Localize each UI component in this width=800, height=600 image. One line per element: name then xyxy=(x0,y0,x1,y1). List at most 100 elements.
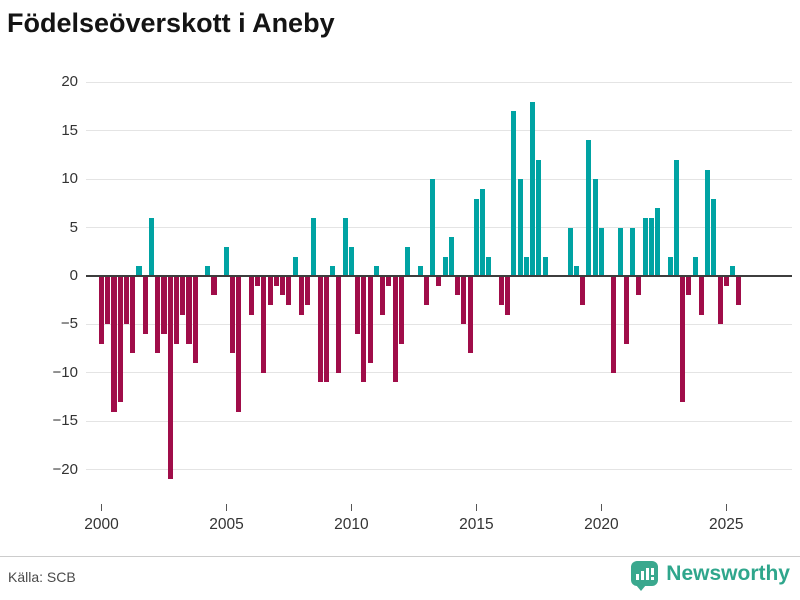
bar-2020Q1 xyxy=(598,227,604,275)
newsworthy-bar-chart-icon xyxy=(631,561,659,591)
bar-2016Q3 xyxy=(511,111,517,275)
bar-2023Q2 xyxy=(680,277,686,402)
zero-baseline xyxy=(86,274,792,278)
bar-2020Q3 xyxy=(611,277,617,373)
bar-2017Q4 xyxy=(542,256,548,275)
bar-2008Q2 xyxy=(305,277,311,306)
bar-2023Q1 xyxy=(673,159,679,275)
bar-2021Q1 xyxy=(623,277,629,344)
bar-2003Q2 xyxy=(180,277,186,315)
y-axis-label--5: −5 xyxy=(60,315,78,333)
bar-2025Q3 xyxy=(736,277,742,306)
bar-2004Q3 xyxy=(211,277,217,296)
gridline-y-5 xyxy=(86,227,792,229)
x-axis-tick-2010 xyxy=(350,504,353,511)
x-axis-label-2020: 2020 xyxy=(584,516,619,533)
bar-2019Q1 xyxy=(573,266,579,275)
bar-2003Q4 xyxy=(192,277,198,364)
bar-2009Q3 xyxy=(336,277,342,373)
chart-title: Födelseöverskott i Aneby xyxy=(7,8,335,38)
bar-2005Q1 xyxy=(223,246,229,275)
bar-2006Q3 xyxy=(261,277,267,373)
bar-2011Q2 xyxy=(380,277,386,315)
bar-2013Q2 xyxy=(430,179,436,275)
bar-2022Q2 xyxy=(655,208,661,275)
bar-2000Q2 xyxy=(105,277,111,325)
bar-2009Q2 xyxy=(330,266,336,275)
bar-2006Q1 xyxy=(248,277,254,315)
footer-divider xyxy=(0,556,800,557)
bar-2010Q3 xyxy=(361,277,367,383)
gridline-y-20 xyxy=(86,81,792,83)
bar-2025Q2 xyxy=(729,266,736,275)
x-axis-label-2025: 2025 xyxy=(709,516,744,533)
bar-2006Q2 xyxy=(255,277,261,286)
bar-2014Q1 xyxy=(448,237,454,275)
newsworthy-wordmark: Newsworthy xyxy=(666,561,790,585)
bar-2000Q3 xyxy=(111,277,117,412)
bar-2007Q4 xyxy=(292,256,298,275)
bar-2016Q2 xyxy=(505,277,511,315)
bar-2010Q1 xyxy=(348,246,354,275)
bar-2024Q1 xyxy=(698,277,704,315)
bar-2013Q1 xyxy=(423,277,429,306)
bar-2007Q3 xyxy=(286,277,292,306)
bar-2005Q3 xyxy=(236,277,242,412)
bar-2024Q3 xyxy=(711,198,717,275)
bar-2007Q1 xyxy=(273,277,279,286)
bar-2003Q3 xyxy=(186,277,192,344)
bar-2019Q3 xyxy=(586,140,592,275)
newsworthy-logo[interactable]: Newsworthy xyxy=(631,561,790,591)
x-axis-tick-2025 xyxy=(725,504,728,511)
x-axis-label-2010: 2010 xyxy=(334,516,369,533)
bar-2009Q4 xyxy=(342,217,348,275)
bar-2022Q1 xyxy=(648,217,654,275)
bar-2008Q1 xyxy=(298,277,304,315)
bar-2007Q2 xyxy=(280,277,286,296)
bar-2024Q4 xyxy=(717,277,723,325)
bar-2004Q2 xyxy=(205,266,211,275)
bar-2023Q4 xyxy=(692,256,698,275)
bar-2002Q4 xyxy=(167,277,173,480)
y-axis-label-5: 5 xyxy=(69,218,78,236)
bar-2000Q1 xyxy=(98,277,105,344)
bar-2017Q1 xyxy=(523,256,529,275)
bar-2001Q1 xyxy=(123,277,130,325)
bar-2016Q1 xyxy=(498,277,504,306)
bar-2023Q3 xyxy=(686,277,692,296)
x-axis-tick-2000 xyxy=(100,504,103,511)
y-axis-label-15: 15 xyxy=(61,121,78,139)
x-axis-tick-2015 xyxy=(475,504,478,511)
bar-2010Q4 xyxy=(367,277,373,364)
y-axis-label--10: −10 xyxy=(52,363,78,381)
bar-2006Q4 xyxy=(267,277,273,306)
gridline-y--15 xyxy=(86,420,792,422)
bar-2012Q4 xyxy=(417,266,423,275)
bar-2017Q3 xyxy=(536,159,542,275)
gridline-y--20 xyxy=(86,469,792,471)
bar-2021Q4 xyxy=(642,217,648,275)
x-axis-label-2015: 2015 xyxy=(459,516,494,533)
bar-2015Q3 xyxy=(486,256,492,275)
bar-2015Q1 xyxy=(473,198,479,275)
bar-2011Q4 xyxy=(392,277,398,383)
bar-2018Q4 xyxy=(567,227,573,275)
bar-2021Q3 xyxy=(636,277,642,296)
bar-2019Q4 xyxy=(592,179,598,275)
y-axis-label-10: 10 xyxy=(61,170,78,188)
bar-2017Q2 xyxy=(530,101,536,275)
gridline-y-10 xyxy=(86,178,792,180)
bar-2016Q4 xyxy=(517,179,523,275)
bar-2008Q3 xyxy=(311,217,317,275)
bar-2001Q2 xyxy=(130,277,136,354)
bar-2002Q1 xyxy=(148,217,155,275)
bar-2011Q3 xyxy=(386,277,392,286)
bar-2001Q4 xyxy=(142,277,148,335)
bar-2013Q4 xyxy=(442,256,448,275)
source-label: Källa: SCB xyxy=(8,569,76,585)
bar-2014Q3 xyxy=(461,277,467,325)
bar-2019Q2 xyxy=(580,277,586,306)
bar-2005Q2 xyxy=(230,277,236,354)
bar-2011Q1 xyxy=(373,266,379,275)
